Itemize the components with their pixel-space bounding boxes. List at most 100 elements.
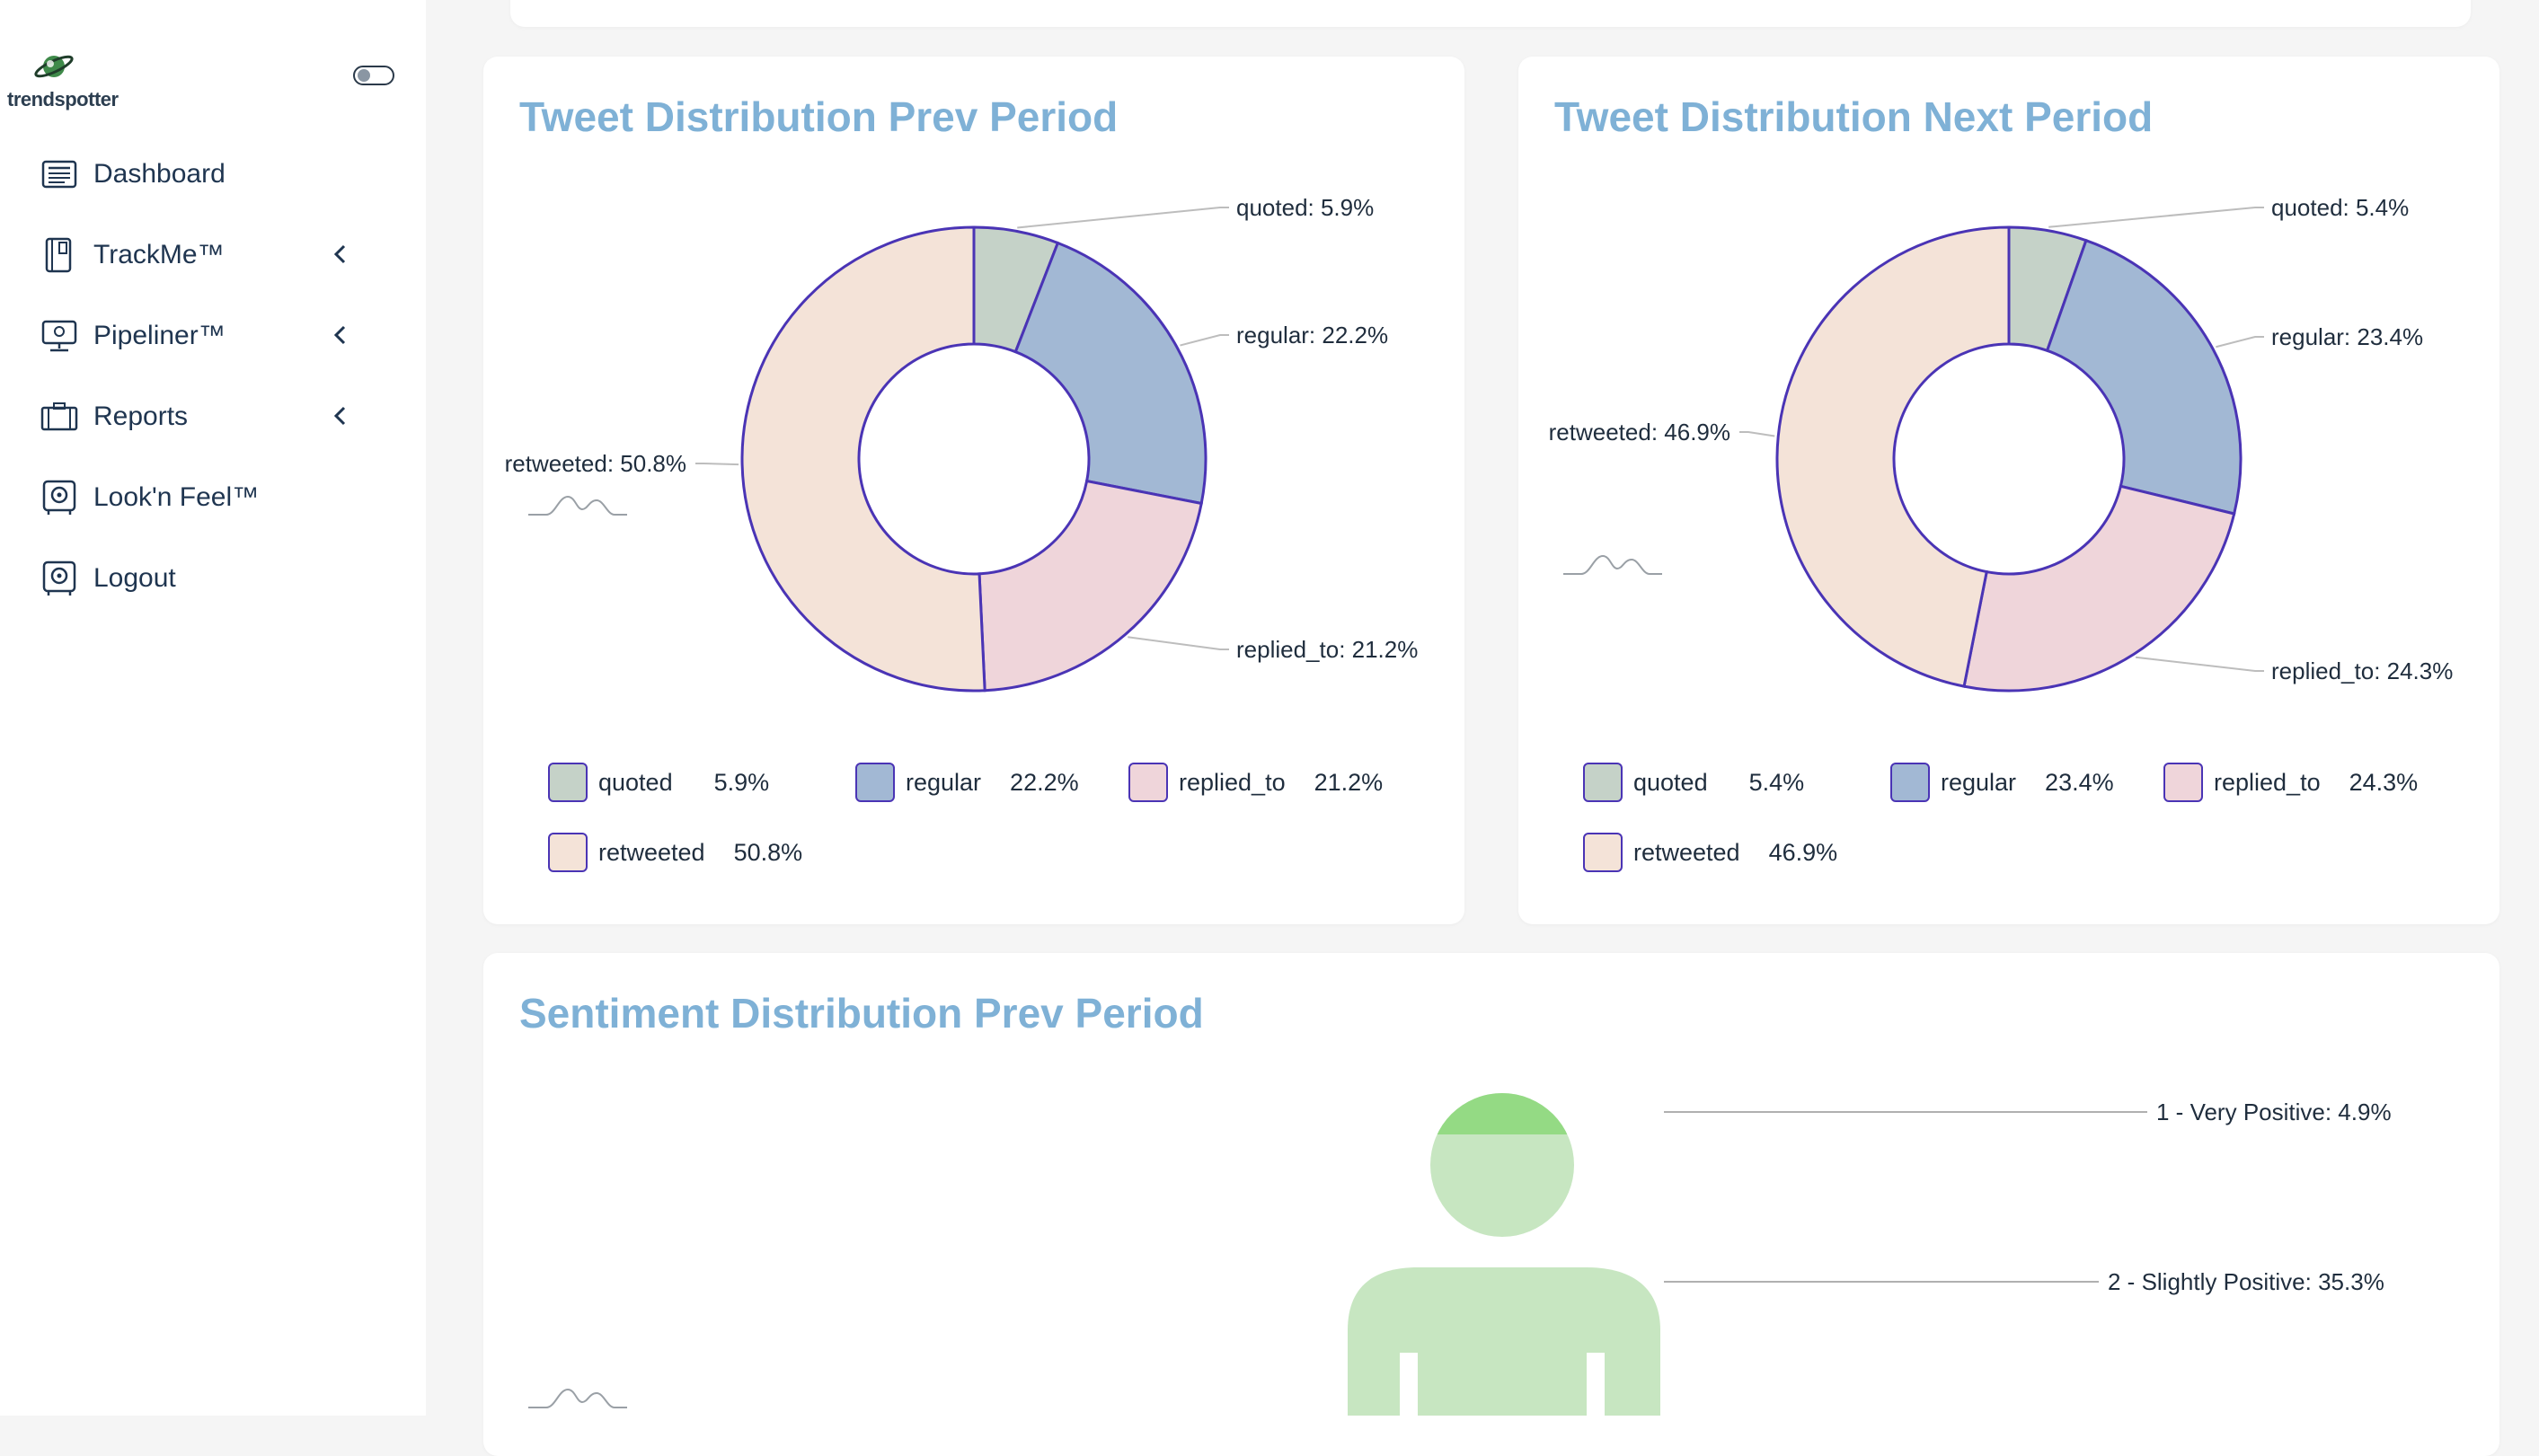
- chevron-left-icon[interactable]: [327, 402, 354, 429]
- sparkline-icon: [528, 1388, 627, 1408]
- donut-slice-retweeted[interactable]: [740, 225, 986, 693]
- slice-label-retweeted: retweeted: 46.9%: [1549, 419, 1730, 446]
- donut-chart: quoted: 5.9% regular: 22.2% replied_to: 21…: [505, 194, 1418, 693]
- sidebar-item-dashboard[interactable]: Dashboard: [40, 147, 354, 201]
- donut-slice-regular[interactable]: [2045, 238, 2243, 516]
- sidebar-item-trackme[interactable]: TrackMe™: [40, 228, 354, 282]
- leader-line: [2216, 336, 2264, 349]
- person-arm-gap-right: [1587, 1353, 1605, 1416]
- sidebar-item-label: TrackMe™: [93, 240, 225, 269]
- top-card: [510, 0, 2471, 27]
- tweet-distribution-next-card: Tweet Distribution Next Period quoted: 5…: [1518, 57, 2499, 924]
- donut-slice-replied-to[interactable]: [1962, 484, 2236, 693]
- card-title: Tweet Distribution Prev Period: [519, 93, 1119, 140]
- legend-label: retweeted: [598, 838, 705, 866]
- legend-value: 5.4%: [1748, 768, 1805, 796]
- sidebar-item-label: Pipeliner™: [93, 321, 226, 350]
- legend-value: 21.2%: [1314, 768, 1384, 796]
- legend-value: 50.8%: [733, 838, 803, 866]
- sparkline-icon: [1563, 554, 1662, 575]
- legend-swatch: [1583, 833, 1623, 872]
- donut-slice-retweeted[interactable]: [1775, 225, 2011, 688]
- person-body: [1348, 1267, 1660, 1416]
- legend-label: regular: [1941, 768, 2017, 796]
- sidebar-item-label: Dashboard: [93, 159, 226, 189]
- slice-label-very-positive: 1 - Very Positive: 4.9%: [2156, 1099, 2392, 1125]
- legend-label: retweeted: [1633, 838, 1740, 866]
- slice-label-quoted: quoted: 5.9%: [1236, 194, 1374, 221]
- sidebar-item-label: Logout: [93, 563, 176, 593]
- chevron-left-icon[interactable]: [327, 322, 354, 349]
- person-arm-gap-left: [1400, 1353, 1418, 1416]
- leader-line: [1739, 431, 1775, 437]
- donut-slice-replied-to[interactable]: [978, 479, 1203, 693]
- slice-label-regular: regular: 22.2%: [1236, 322, 1388, 349]
- leader-line: [2048, 207, 2264, 228]
- sidebar-item-reports[interactable]: Reports: [40, 390, 354, 444]
- safe-icon: [42, 480, 76, 515]
- sentiment-distribution-card: Sentiment Distribution Prev Period 1 - V…: [483, 953, 2499, 1456]
- legend-swatch: [2163, 763, 2203, 802]
- sidebar-item-pipeliner[interactable]: Pipeliner™: [40, 309, 354, 363]
- leader-line: [1128, 636, 1229, 650]
- theme-toggle[interactable]: [353, 66, 394, 85]
- legend-item-replied-to[interactable]: replied_to 21.2%: [1128, 761, 1383, 804]
- slice-label-retweeted: retweeted: 50.8%: [505, 450, 686, 477]
- app-logo-text: trendspotter: [7, 88, 119, 110]
- legend-item-retweeted[interactable]: retweeted 46.9%: [1583, 831, 1837, 874]
- tweet-distribution-prev-card: Tweet Distribution Prev Period quoted: 5…: [483, 57, 1464, 924]
- legend-swatch: [1128, 763, 1168, 802]
- sparkline-icon: [528, 495, 627, 516]
- legend-swatch: [1890, 763, 1930, 802]
- safe-icon: [42, 560, 76, 596]
- planet-logo-icon: [34, 55, 74, 78]
- app-logo[interactable]: trendspotter: [7, 47, 119, 110]
- leader-line: [1180, 334, 1229, 347]
- legend-value: 24.3%: [2349, 768, 2419, 796]
- donut-chart: quoted: 5.4% regular: 23.4% replied_to: 24…: [1549, 194, 2453, 693]
- pictorial-chart: 1 - Very Positive: 4.9% 2 - Slightly Pos…: [1348, 1093, 2392, 1416]
- legend-item-regular[interactable]: regular 22.2%: [855, 761, 1079, 804]
- legend-item-replied-to[interactable]: replied_to 24.3%: [2163, 761, 2418, 804]
- legend-label: replied_to: [1179, 768, 1286, 796]
- leader-line: [2135, 656, 2264, 672]
- monitor-icon: [41, 320, 77, 352]
- chevron-left-icon[interactable]: [327, 241, 354, 268]
- legend-value: 46.9%: [1768, 838, 1838, 866]
- legend-item-regular[interactable]: regular 23.4%: [1890, 761, 2114, 804]
- legend-item-quoted[interactable]: quoted 5.9%: [548, 761, 769, 804]
- leader-line: [1017, 207, 1229, 229]
- legend-item-quoted[interactable]: quoted 5.4%: [1583, 761, 1804, 804]
- card-title: Sentiment Distribution Prev Period: [519, 990, 1204, 1037]
- slice-label-replied-to: replied_to: 24.3%: [2271, 657, 2453, 684]
- legend-value: 23.4%: [2045, 768, 2114, 796]
- sidebar-item-label: Reports: [93, 402, 189, 431]
- legend-value: 5.9%: [713, 768, 770, 796]
- very-positive-slice: [1430, 1093, 1574, 1134]
- slice-label-slightly-positive: 2 - Slightly Positive: 35.3%: [2108, 1268, 2384, 1295]
- sidebar-item-looknfeel[interactable]: Look'n Feel™: [40, 471, 354, 525]
- briefcase-icon: [40, 402, 78, 431]
- newspaper-icon: [41, 160, 77, 189]
- legend-label: quoted: [1633, 768, 1708, 796]
- legend-swatch: [548, 833, 588, 872]
- sidebar-item-label: Look'n Feel™: [93, 482, 260, 512]
- donut-slice-regular[interactable]: [1013, 241, 1208, 506]
- legend-value: 22.2%: [1010, 768, 1079, 796]
- slice-label-replied-to: replied_to: 21.2%: [1236, 636, 1418, 663]
- legend-label: replied_to: [2214, 768, 2321, 796]
- leader-line: [695, 463, 739, 466]
- slice-label-regular: regular: 23.4%: [2271, 323, 2423, 350]
- toggle-knob: [358, 69, 370, 82]
- card-title: Tweet Distribution Next Period: [1554, 93, 2154, 140]
- legend-label: quoted: [598, 768, 673, 796]
- sidebar-item-logout[interactable]: Logout: [40, 552, 354, 605]
- slice-label-quoted: quoted: 5.4%: [2271, 194, 2409, 221]
- legend-swatch: [855, 763, 895, 802]
- legend-item-retweeted[interactable]: retweeted 50.8%: [548, 831, 802, 874]
- sidebar: trendspotter Dashboard TrackMe™: [0, 0, 426, 1416]
- legend-label: regular: [906, 768, 982, 796]
- legend-swatch: [548, 763, 588, 802]
- legend-swatch: [1583, 763, 1623, 802]
- book-icon: [45, 237, 72, 273]
